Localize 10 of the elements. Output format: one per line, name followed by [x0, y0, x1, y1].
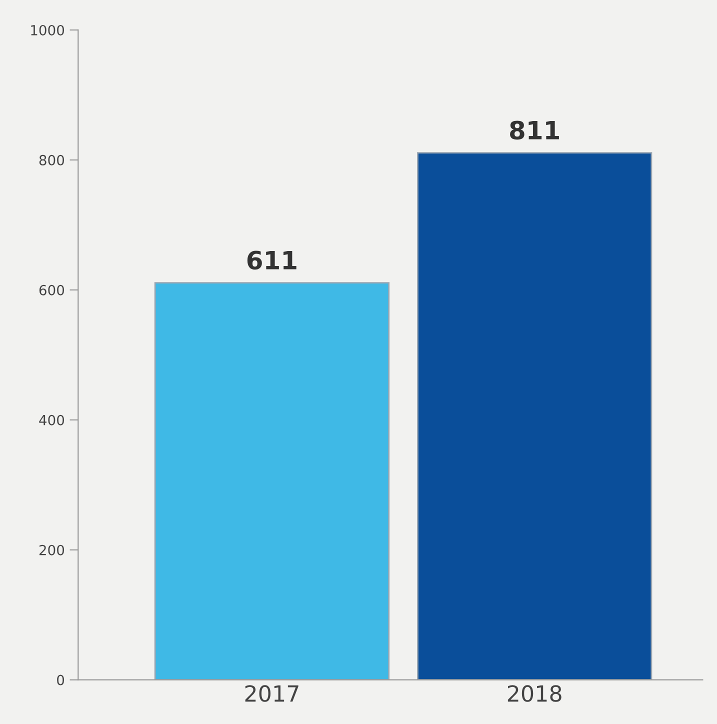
x-tick-label: 2017 [245, 685, 298, 702]
data-label: 611 [247, 250, 296, 270]
y-tick-label: 1000 [31, 24, 64, 36]
y-tick-label: 400 [39, 414, 64, 426]
y-tick-label: 0 [57, 674, 64, 686]
data-label: 811 [510, 120, 559, 140]
y-tick-label: 600 [39, 284, 64, 296]
y-tick-label: 200 [39, 544, 64, 556]
x-tick-label: 2018 [508, 685, 562, 702]
y-tick-label: 800 [39, 154, 64, 166]
